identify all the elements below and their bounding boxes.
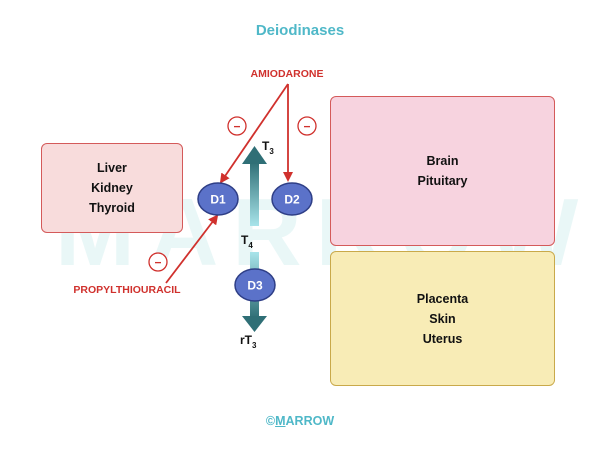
inhibit-circle-amiodarone-d1: − xyxy=(227,116,247,136)
propylthiouracil-arrow xyxy=(165,214,219,284)
enzyme-d2-label: D2 xyxy=(284,193,300,207)
enzyme-d3: D3 xyxy=(234,268,276,302)
enzyme-d1: D1 xyxy=(197,182,239,216)
footer-brand-rest: ARROW xyxy=(285,414,335,428)
liver-kidney-thyroid-box: Liver Kidney Thyroid xyxy=(41,143,183,233)
tissue-kidney: Kidney xyxy=(91,181,133,195)
tissue-pituitary: Pituitary xyxy=(417,174,468,188)
tissue-thyroid: Thyroid xyxy=(89,201,135,215)
tissue-liver: Liver xyxy=(97,161,127,175)
inhibit-circle-amiodarone-d2: − xyxy=(297,116,317,136)
copyright-footer: ©MARROW xyxy=(0,414,600,428)
propylthiouracil-label: PROPYLTHIOURACIL xyxy=(73,284,181,296)
enzyme-d1-label: D1 xyxy=(210,193,226,207)
tissue-skin: Skin xyxy=(429,311,456,326)
t4-to-t3-arrow xyxy=(242,146,267,226)
minus-icon: − xyxy=(233,120,240,134)
rt3-label: rT3 xyxy=(240,333,257,350)
minus-icon: − xyxy=(154,256,161,270)
enzyme-d3-label: D3 xyxy=(247,279,263,293)
amiodarone-label: AMIODARONE xyxy=(251,68,324,80)
copyright-symbol: © xyxy=(265,414,276,428)
tissue-uterus: Uterus xyxy=(422,331,463,346)
tissue-placenta: Placenta xyxy=(416,291,469,306)
enzyme-d2: D2 xyxy=(271,182,313,216)
minus-icon: − xyxy=(303,120,310,134)
footer-brand-first-letter: M xyxy=(275,414,286,428)
t4-label: T4 xyxy=(241,233,253,250)
amiodarone-arrows xyxy=(219,83,293,184)
tissue-brain: Brain xyxy=(426,154,459,168)
brain-pituitary-box: Brain Pituitary xyxy=(330,96,555,246)
placenta-skin-uterus-box: Placenta Skin Uterus xyxy=(330,251,555,386)
diagram-title: Deiodinases xyxy=(255,22,345,39)
t3-label: T3 xyxy=(262,139,274,156)
inhibit-circle-propylthiouracil: − xyxy=(148,252,168,272)
